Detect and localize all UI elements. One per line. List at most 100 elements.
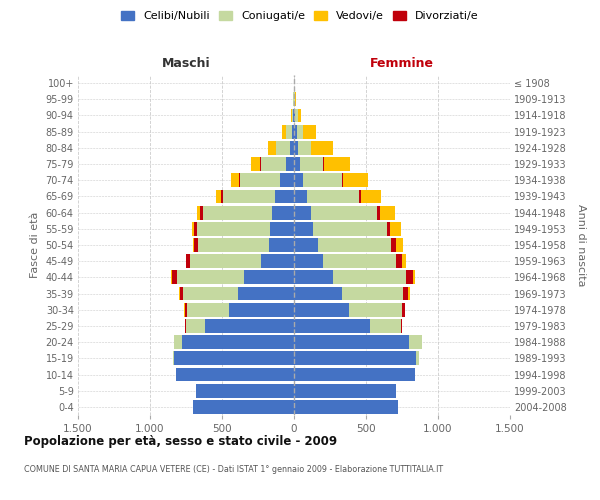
Bar xyxy=(276,141,290,154)
Bar xyxy=(349,303,402,316)
Bar xyxy=(370,319,401,333)
Bar xyxy=(230,174,239,187)
Bar xyxy=(205,319,294,333)
Bar xyxy=(268,141,276,154)
Bar xyxy=(175,352,294,365)
Bar xyxy=(294,174,304,187)
Bar xyxy=(200,206,203,220)
Bar xyxy=(194,222,197,235)
Bar xyxy=(396,254,402,268)
Y-axis label: Fasce di età: Fasce di età xyxy=(30,212,40,278)
Bar xyxy=(176,368,294,382)
Bar xyxy=(311,206,377,220)
Bar xyxy=(294,125,297,138)
Bar xyxy=(313,222,387,235)
Text: Femmine: Femmine xyxy=(370,57,434,70)
Bar xyxy=(294,400,398,414)
Bar xyxy=(294,303,349,316)
Bar xyxy=(294,108,295,122)
Bar xyxy=(292,125,294,138)
Bar xyxy=(294,190,307,203)
Bar xyxy=(361,190,381,203)
Bar xyxy=(239,174,240,187)
Bar xyxy=(294,222,313,235)
Bar xyxy=(270,222,294,235)
Bar xyxy=(409,336,422,349)
Bar xyxy=(292,108,293,122)
Bar xyxy=(216,190,221,203)
Bar xyxy=(311,141,333,154)
Bar xyxy=(290,141,294,154)
Bar xyxy=(193,400,294,414)
Bar xyxy=(294,157,300,171)
Bar xyxy=(261,157,286,171)
Bar xyxy=(377,206,380,220)
Bar xyxy=(343,174,368,187)
Bar xyxy=(286,157,294,171)
Bar xyxy=(182,336,294,349)
Bar xyxy=(183,286,238,300)
Bar xyxy=(272,206,294,220)
Bar xyxy=(413,270,415,284)
Bar xyxy=(294,319,370,333)
Bar xyxy=(359,190,361,203)
Bar xyxy=(401,319,402,333)
Y-axis label: Anni di nascita: Anni di nascita xyxy=(577,204,586,286)
Bar xyxy=(197,222,270,235)
Bar xyxy=(172,270,176,284)
Bar xyxy=(391,222,401,235)
Bar xyxy=(403,286,409,300)
Text: Maschi: Maschi xyxy=(161,57,211,70)
Bar xyxy=(409,286,410,300)
Bar xyxy=(294,352,416,365)
Bar xyxy=(185,303,187,316)
Bar xyxy=(406,270,413,284)
Bar xyxy=(295,92,296,106)
Bar xyxy=(294,254,323,268)
Bar xyxy=(186,319,205,333)
Bar xyxy=(307,190,359,203)
Bar xyxy=(294,336,409,349)
Bar xyxy=(251,157,260,171)
Bar xyxy=(380,206,395,220)
Bar xyxy=(294,384,396,398)
Bar xyxy=(391,238,396,252)
Bar xyxy=(176,270,244,284)
Bar xyxy=(173,352,175,365)
Bar xyxy=(318,238,391,252)
Bar xyxy=(223,190,275,203)
Bar xyxy=(280,174,294,187)
Bar xyxy=(229,303,294,316)
Bar xyxy=(341,286,403,300)
Bar xyxy=(193,238,194,252)
Bar xyxy=(387,222,391,235)
Bar xyxy=(402,303,405,316)
Bar xyxy=(293,108,294,122)
Text: Popolazione per età, sesso e stato civile - 2009: Popolazione per età, sesso e stato civil… xyxy=(24,435,337,448)
Bar xyxy=(416,352,419,365)
Bar xyxy=(298,108,301,122)
Bar xyxy=(179,286,183,300)
Bar xyxy=(175,336,182,349)
Bar xyxy=(193,222,194,235)
Bar xyxy=(240,174,280,187)
Bar xyxy=(238,286,294,300)
Bar xyxy=(294,206,311,220)
Bar xyxy=(300,157,323,171)
Text: COMUNE DI SANTA MARIA CAPUA VETERE (CE) - Dati ISTAT 1° gennaio 2009 - Elaborazi: COMUNE DI SANTA MARIA CAPUA VETERE (CE) … xyxy=(24,465,443,474)
Bar xyxy=(295,108,298,122)
Bar xyxy=(304,174,341,187)
Legend: Celibi/Nubili, Coniugati/e, Vedovi/e, Divorziati/e: Celibi/Nubili, Coniugati/e, Vedovi/e, Di… xyxy=(121,10,479,21)
Bar xyxy=(190,254,261,268)
Bar xyxy=(294,270,333,284)
Bar xyxy=(194,238,198,252)
Bar xyxy=(269,238,294,252)
Bar xyxy=(198,238,269,252)
Bar xyxy=(291,108,292,122)
Bar xyxy=(261,254,294,268)
Bar xyxy=(196,384,294,398)
Bar xyxy=(294,141,298,154)
Bar xyxy=(282,125,286,138)
Bar xyxy=(244,270,294,284)
Bar xyxy=(294,368,415,382)
